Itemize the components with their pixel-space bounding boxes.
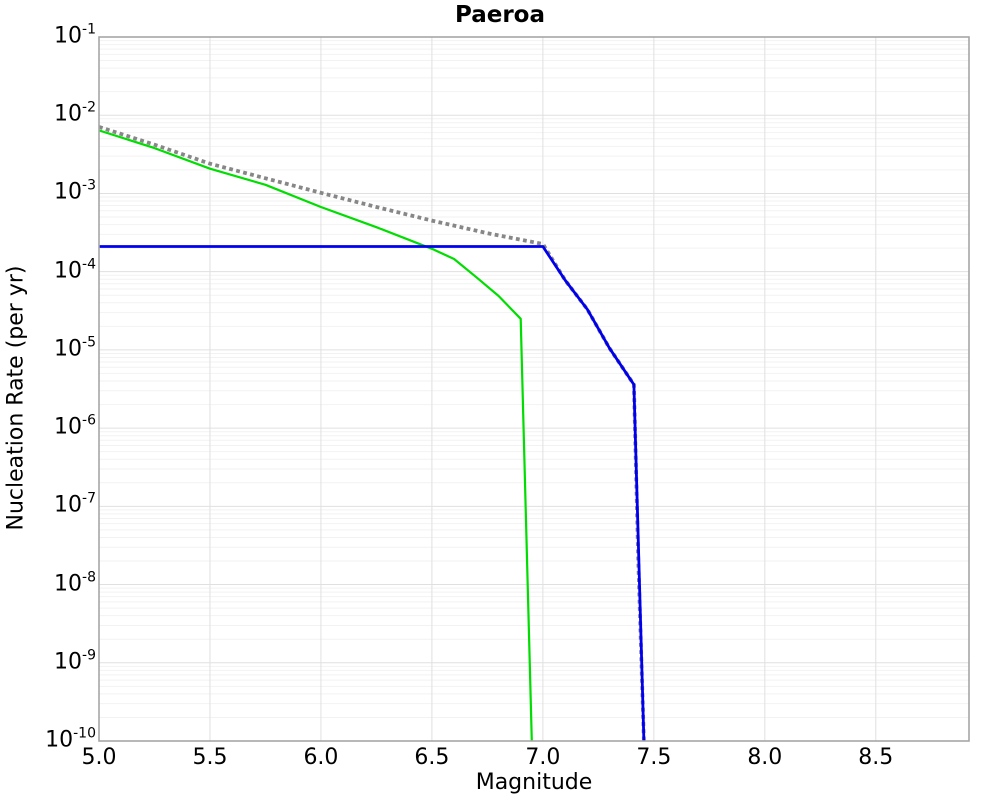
y-axis-label: Nucleation Rate (per yr) [3,265,29,531]
y-tick-label: 10-8 [54,569,96,597]
x-tick-label: 7.5 [636,745,672,770]
y-tick-label: 10-3 [54,177,96,205]
y-tick-exponent: -4 [82,256,96,273]
plot-frame [98,36,970,742]
y-tick-label: 10-1 [54,21,96,49]
y-tick-base: 10 [54,101,83,127]
y-tick-base: 10 [54,336,83,362]
x-tick-label: 7.0 [525,745,561,770]
y-tick-exponent: -9 [82,647,96,664]
y-tick-exponent: -5 [82,334,96,351]
y-tick-label: 10-9 [54,647,96,675]
x-tick-label: 5.5 [192,745,228,770]
y-tick-base: 10 [45,727,74,753]
x-axis-label: Magnitude [475,770,593,795]
green-solid-curve [99,129,533,741]
blue-solid-curve [99,245,646,741]
y-tick-base: 10 [54,571,83,597]
chart-title: Paeroa [454,2,546,28]
y-tick-exponent: -1 [82,21,96,38]
y-tick-exponent: -8 [82,569,96,586]
x-tick-label: 5.0 [81,745,117,770]
y-tick-label: 10-10 [45,725,96,753]
y-tick-label: 10-4 [54,256,96,284]
y-tick-base: 10 [54,414,83,440]
y-tick-exponent: -2 [82,99,96,116]
y-tick-label: 10-6 [54,412,96,440]
y-tick-label: 10-7 [54,490,96,518]
y-tick-base: 10 [54,492,83,518]
y-tick-exponent: -6 [82,412,96,429]
y-tick-label: 10-5 [54,334,96,362]
y-tick-label: 10-2 [54,99,96,127]
x-tick-label: 6.5 [414,745,450,770]
x-tick-label: 8.0 [747,745,783,770]
x-tick-label: 8.5 [858,745,894,770]
y-tick-base: 10 [54,179,83,205]
y-tick-base: 10 [54,23,83,49]
x-tick-label: 6.0 [303,745,339,770]
y-tick-base: 10 [54,258,83,284]
y-tick-exponent: -3 [82,177,96,194]
y-tick-exponent: -7 [82,490,96,507]
y-tick-base: 10 [54,649,83,675]
y-tick-exponent: -10 [73,725,96,742]
